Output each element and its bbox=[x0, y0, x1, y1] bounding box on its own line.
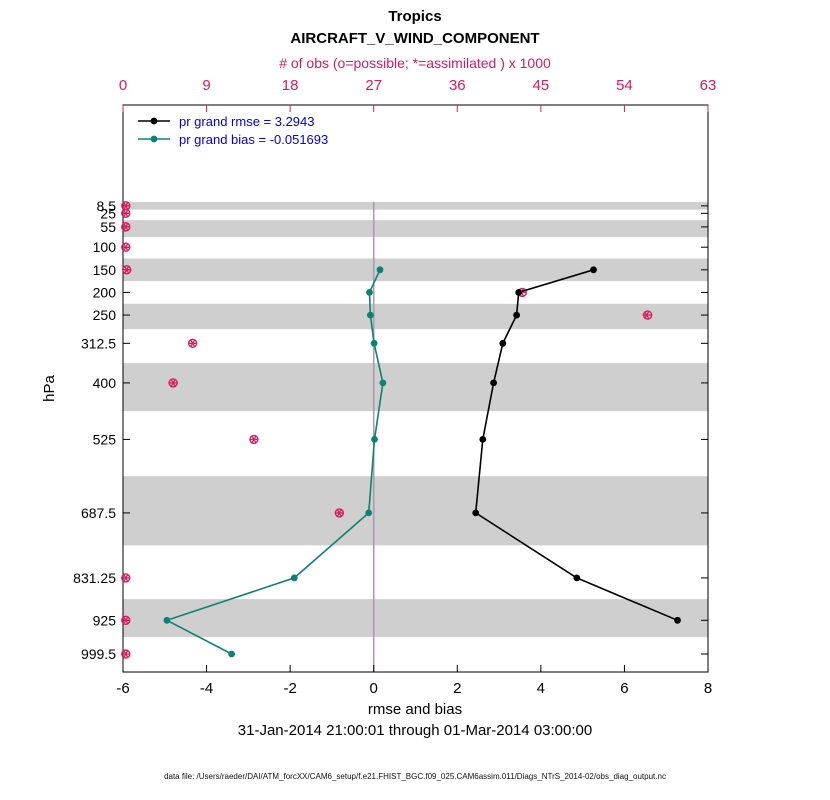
rmse-data-point bbox=[513, 311, 520, 319]
legend-item-bias: pr grand bias = -0.051693 bbox=[136, 130, 328, 148]
bias-data-point bbox=[371, 436, 378, 443]
top-axis-label: # of obs (o=possible; *=assimilated ) x … bbox=[279, 55, 551, 71]
rmse-data-point bbox=[515, 289, 523, 296]
bias-data-point bbox=[376, 266, 384, 274]
x-axis-tick-label: -2 bbox=[283, 680, 296, 697]
date-range: 31-Jan-2014 21:00:01 through 01-Mar-2014… bbox=[237, 722, 593, 739]
y-axis-tick-label: 925 bbox=[93, 612, 117, 628]
legend: pr grand rmse = 3.2943 pr grand bias = -… bbox=[136, 112, 328, 148]
shaded-band bbox=[123, 258, 708, 282]
obs-axis-tick-label: 54 bbox=[616, 77, 633, 94]
bias-line bbox=[164, 269, 384, 655]
obs-assimilated-marker bbox=[123, 650, 129, 658]
y-axis-tick-label: 100 bbox=[93, 239, 117, 255]
obs-axis-tick-label: 45 bbox=[533, 77, 550, 94]
shaded-band bbox=[123, 303, 708, 330]
y-axis-tick-label: 400 bbox=[93, 375, 117, 391]
obs-axis-tick-label: 9 bbox=[202, 77, 210, 94]
x-axis-label: rmse and bias bbox=[367, 701, 463, 718]
bias-data-point bbox=[163, 616, 171, 624]
rmse-legend-sample bbox=[138, 117, 170, 125]
data-file-path: data file: /Users/raeder/DAI/ATM_forcXX/… bbox=[164, 772, 666, 781]
obs-assimilated-marker bbox=[123, 243, 129, 252]
chart-subtitle: AIRCRAFT_V_WIND_COMPONENT bbox=[290, 30, 540, 47]
bias-data-point bbox=[367, 311, 374, 319]
obs-assimilated-marker bbox=[189, 339, 196, 348]
bias-legend-sample bbox=[138, 135, 170, 143]
legend-label-rmse: pr grand rmse = 3.2943 bbox=[179, 113, 315, 129]
obs-axis-tick-label: 27 bbox=[365, 77, 382, 94]
legend-marker bbox=[150, 135, 158, 143]
shaded-band bbox=[123, 220, 708, 238]
chart-title: Tropics bbox=[388, 8, 442, 25]
x-axis-tick-label: -6 bbox=[116, 680, 129, 697]
obs-assimilated-marker bbox=[123, 616, 129, 625]
y-axis-tick-label: 25 bbox=[100, 205, 116, 221]
x-axis-tick-label: 6 bbox=[620, 680, 628, 697]
legend-label-bias: pr grand bias = -0.051693 bbox=[179, 131, 329, 147]
bias-data-point bbox=[290, 574, 298, 582]
legend-item-rmse: pr grand rmse = 3.2943 bbox=[136, 112, 328, 130]
legend-marker bbox=[150, 117, 158, 125]
x-axis-tick-label: 0 bbox=[370, 680, 378, 697]
y-axis-label: hPa bbox=[40, 375, 58, 402]
shaded-band bbox=[123, 599, 708, 638]
obs-axis-tick-label: 18 bbox=[282, 77, 299, 94]
y-axis-tick-label: 55 bbox=[100, 219, 116, 235]
obs-axis-tick-label: 36 bbox=[449, 77, 466, 94]
y-axis-tick-label: 250 bbox=[93, 307, 117, 323]
y-axis-tick-label: 687.5 bbox=[81, 505, 116, 521]
bias-data-point bbox=[370, 339, 378, 347]
obs-assimilated-marker bbox=[170, 378, 176, 387]
y-axis-tick-label: 999.5 bbox=[81, 646, 116, 662]
rmse-data-point bbox=[490, 379, 497, 387]
obs-assimilated-marker bbox=[123, 209, 129, 218]
obs-assimilated-marker bbox=[123, 201, 129, 210]
x-axis-tick-label: -4 bbox=[200, 680, 213, 697]
bias-data-point bbox=[365, 509, 373, 517]
obs-axis-tick-label: 0 bbox=[119, 77, 127, 94]
y-axis-tick-label: 8.5 bbox=[97, 198, 117, 214]
bias-data-point bbox=[379, 379, 387, 387]
x-axis-tick-label: 4 bbox=[537, 680, 545, 697]
shaded-band bbox=[123, 202, 708, 210]
y-axis-tick-label: 200 bbox=[93, 284, 117, 300]
y-axis-tick-label: 312.5 bbox=[81, 335, 116, 351]
obs-axis-tick-label: 63 bbox=[700, 77, 717, 94]
obs-assimilated-marker bbox=[336, 508, 343, 517]
rmse-data-point bbox=[674, 616, 681, 624]
shaded-band bbox=[123, 363, 708, 412]
y-axis-tick-label: 525 bbox=[93, 431, 117, 447]
rmse-data-point bbox=[573, 574, 581, 582]
obs-assimilated-marker bbox=[124, 265, 130, 274]
rmse-data-point bbox=[479, 436, 487, 443]
x-axis-tick-label: 8 bbox=[704, 680, 712, 697]
obs-assimilated-marker bbox=[123, 222, 129, 231]
y-axis-tick-label: 150 bbox=[93, 262, 117, 278]
rmse-data-point bbox=[499, 339, 507, 347]
obs-assimilated-marker bbox=[644, 311, 650, 320]
x-axis-tick-label: 2 bbox=[453, 680, 461, 697]
y-axis-tick-label: 831.25 bbox=[73, 570, 116, 586]
bias-data-point bbox=[228, 650, 236, 658]
rmse-data-point bbox=[472, 509, 480, 517]
axes-box bbox=[122, 104, 709, 673]
obs-assimilated-marker bbox=[251, 435, 257, 444]
rmse-data-point bbox=[590, 266, 597, 274]
bias-data-point bbox=[366, 289, 373, 296]
obs-assimilated-marker bbox=[123, 573, 129, 582]
shaded-band bbox=[123, 476, 708, 546]
